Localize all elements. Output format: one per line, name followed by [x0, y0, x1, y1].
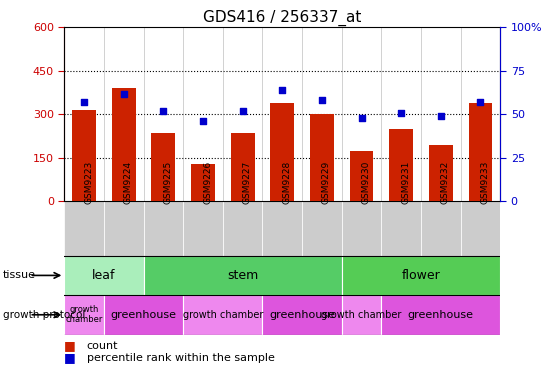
Bar: [191, 164, 215, 201]
Bar: [381, 295, 500, 335]
Bar: [64, 201, 104, 256]
Text: ■: ■: [64, 339, 76, 352]
Point: [397, 110, 406, 116]
Point: [476, 99, 485, 105]
Bar: [64, 256, 144, 295]
Point: [318, 97, 326, 103]
Bar: [302, 201, 342, 256]
Text: growth chamber: growth chamber: [183, 310, 263, 320]
Point: [238, 108, 247, 114]
Text: greenhouse: greenhouse: [111, 310, 177, 320]
Text: leaf: leaf: [92, 269, 116, 282]
Bar: [310, 114, 334, 201]
Bar: [183, 295, 263, 335]
Text: flower: flower: [402, 269, 440, 282]
Point: [79, 99, 88, 105]
Bar: [112, 88, 136, 201]
Text: GSM9230: GSM9230: [362, 161, 371, 204]
Bar: [104, 295, 183, 335]
Text: greenhouse: greenhouse: [269, 310, 335, 320]
Bar: [72, 110, 96, 201]
Bar: [468, 103, 492, 201]
Text: count: count: [87, 341, 118, 351]
Text: GSM9228: GSM9228: [282, 161, 291, 204]
Bar: [231, 133, 254, 201]
Bar: [342, 256, 500, 295]
Bar: [342, 295, 381, 335]
Point: [278, 87, 287, 93]
Text: stem: stem: [227, 269, 258, 282]
Title: GDS416 / 256337_at: GDS416 / 256337_at: [203, 10, 362, 26]
Text: greenhouse: greenhouse: [408, 310, 474, 320]
Bar: [104, 201, 144, 256]
Bar: [183, 201, 223, 256]
Text: growth protocol: growth protocol: [3, 310, 85, 320]
Bar: [144, 256, 342, 295]
Bar: [223, 201, 263, 256]
Text: GSM9232: GSM9232: [441, 161, 450, 204]
Text: GSM9233: GSM9233: [481, 161, 490, 204]
Text: GSM9226: GSM9226: [203, 161, 212, 204]
Bar: [429, 145, 453, 201]
Text: tissue: tissue: [3, 270, 36, 280]
Point: [159, 108, 168, 114]
Text: GSM9223: GSM9223: [84, 161, 93, 204]
Text: growth
chamber: growth chamber: [65, 305, 103, 325]
Bar: [381, 201, 421, 256]
Point: [198, 118, 207, 124]
Bar: [144, 201, 183, 256]
Bar: [64, 295, 104, 335]
Bar: [263, 201, 302, 256]
Text: GSM9229: GSM9229: [322, 161, 331, 204]
Bar: [461, 201, 500, 256]
Bar: [350, 150, 373, 201]
Text: GSM9227: GSM9227: [243, 161, 252, 204]
Text: ■: ■: [64, 351, 76, 365]
Bar: [421, 201, 461, 256]
Bar: [151, 133, 176, 201]
Point: [357, 115, 366, 121]
Point: [119, 90, 128, 96]
Point: [437, 113, 446, 119]
Bar: [389, 129, 413, 201]
Text: growth chamber: growth chamber: [321, 310, 402, 320]
Text: percentile rank within the sample: percentile rank within the sample: [87, 353, 274, 363]
Bar: [263, 295, 342, 335]
Text: GSM9225: GSM9225: [163, 161, 172, 204]
Text: GSM9231: GSM9231: [401, 161, 410, 204]
Text: GSM9224: GSM9224: [124, 161, 132, 204]
Bar: [342, 201, 381, 256]
Bar: [271, 103, 294, 201]
